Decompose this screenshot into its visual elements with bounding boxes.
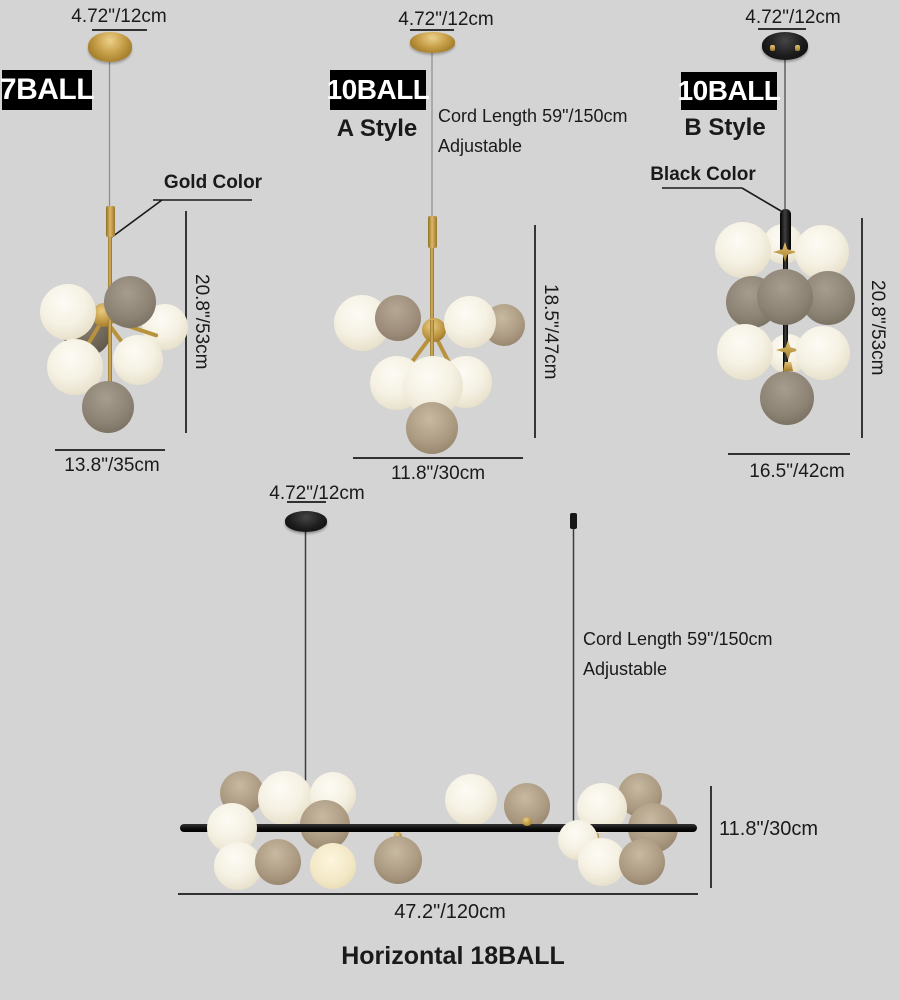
badge-10ball-b: 10BALL: [678, 72, 781, 110]
rod-7ball-front: [107, 320, 112, 390]
gold-joint: [591, 832, 599, 840]
cord-note-10ball-a-line1: Cord Length 59"/150cm: [438, 106, 628, 126]
badge-7ball: 7BALL: [0, 70, 95, 110]
gold-color-pointer: [111, 199, 252, 238]
cord-note-18ball-line1: Cord Length 59"/150cm: [583, 629, 773, 649]
canopy-dim-7ball: 4.72"/12cm: [71, 6, 167, 27]
width-dim-10ball-b: 16.5"/42cm: [749, 461, 845, 482]
hub-ball: [92, 303, 116, 327]
black-color-pointer: [662, 187, 782, 212]
rod-10ball-b-front: [782, 328, 788, 420]
cord-fitting-18ball: [570, 513, 577, 529]
width-dim-7ball: 13.8"/35cm: [64, 455, 160, 476]
canopy-dim-10ball-a: 4.72"/12cm: [398, 9, 494, 30]
width-dim-18ball: 47.2"/120cm: [394, 901, 506, 923]
rod-10ball-a-front: [429, 320, 435, 360]
height-dim-10ball-b: 20.8"/53cm: [867, 280, 888, 376]
product-title-18ball: Horizontal 18BALL: [341, 942, 565, 970]
height-dim-18ball: 11.8"/30cm: [719, 818, 819, 840]
rod-socket-10ball-a: [427, 216, 437, 248]
ceiling-canopy-10ball-a: [410, 32, 455, 53]
ceiling-canopy-18ball: [285, 511, 327, 532]
gold-joint: [522, 817, 532, 826]
horizontal-bar-18ball: [180, 824, 697, 832]
canopy-dim-18ball: 4.72"/12cm: [269, 483, 365, 504]
canopy-screw: [770, 45, 775, 51]
canopy-dim-10ball-b: 4.72"/12cm: [745, 7, 841, 28]
height-dim-10ball-a: 18.5"/47cm: [540, 283, 561, 380]
finish-label-black: Black Color: [650, 164, 756, 185]
ceiling-canopy-10ball-b: [762, 32, 808, 60]
rod-socket-7ball: [105, 206, 115, 237]
ceiling-canopy-7ball: [88, 32, 132, 62]
style-label-b: B Style: [684, 114, 766, 141]
badge-10ball-a: 10BALL: [327, 70, 430, 110]
canopy-screw: [795, 45, 800, 51]
finish-label-gold: Gold Color: [163, 172, 263, 193]
style-label-a: A Style: [336, 115, 418, 142]
cord-note-18ball-line2: Adjustable: [583, 659, 668, 679]
height-dim-7ball: 20.8"/53cm: [191, 274, 212, 370]
width-dim-10ball-a: 11.8"/30cm: [390, 463, 486, 484]
cord-note-10ball-a-line2: Adjustable: [438, 136, 523, 156]
gold-joint: [394, 832, 402, 840]
